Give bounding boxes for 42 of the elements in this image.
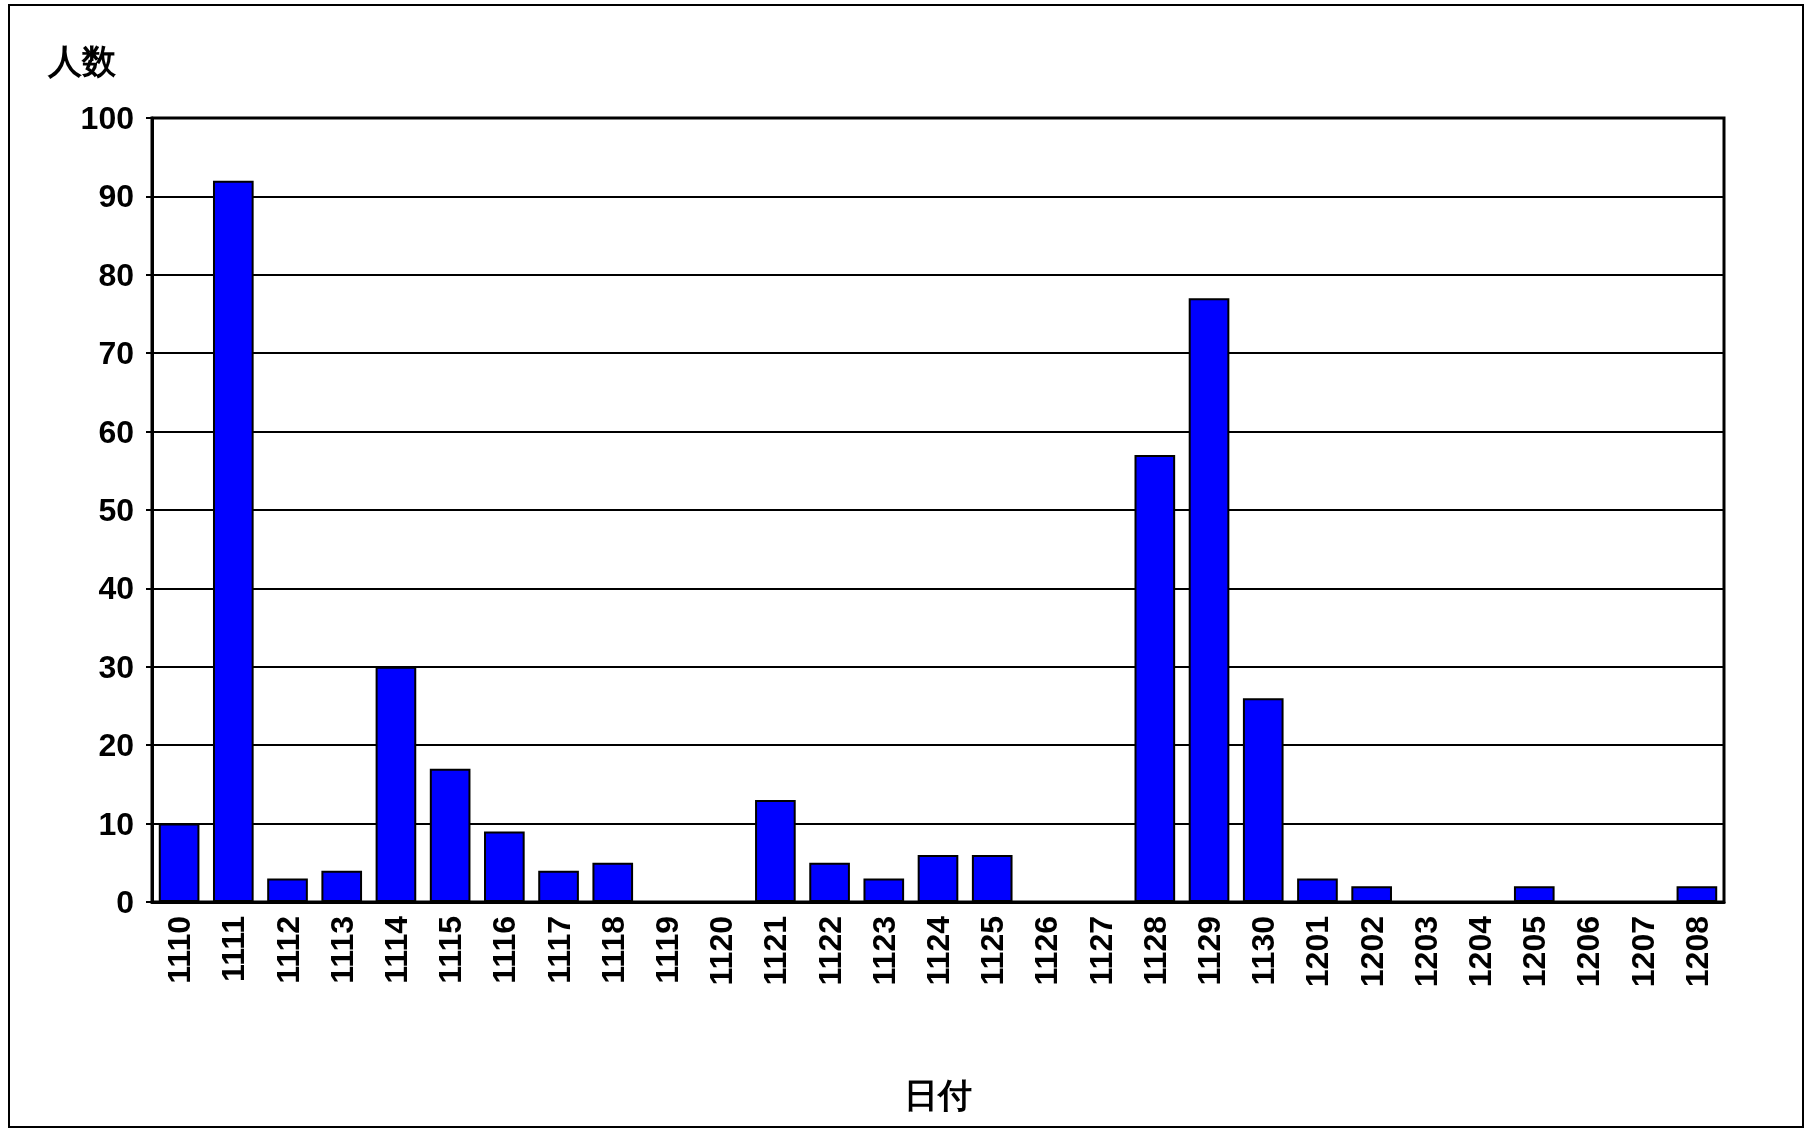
x-tick-label: 1207 [1624,916,1661,988]
x-tick-label: 1202 [1353,916,1390,988]
y-tick-label: 0 [116,884,134,920]
y-tick-label: 50 [98,492,134,528]
y-tick-label: 70 [98,335,134,372]
y-tick-label: 100 [80,100,134,136]
x-tick-label: 1205 [1516,916,1553,988]
x-tick-label: 1119 [648,916,685,984]
x-tick-label: 1112 [269,916,306,984]
x-tick-label: 1127 [1082,916,1119,986]
x-tick-label: 1110 [161,916,198,984]
x-tick-label: 1126 [1028,916,1065,986]
x-tick-label: 1117 [540,916,577,984]
x-tick-label: 1114 [377,915,414,984]
x-tick-label: 1122 [811,916,848,986]
x-tick-label: 1130 [1245,916,1282,986]
x-tick-label: 1208 [1678,916,1715,988]
x-tick-label: 1206 [1570,916,1607,988]
x-tick-label: 1203 [1407,916,1444,988]
x-tick-label: 1201 [1299,916,1336,988]
x-tick-label: 1129 [1191,916,1228,986]
x-tick-label: 1128 [1136,916,1173,986]
x-tick-label: 1121 [757,916,794,986]
x-tick-label: 1111 [215,916,252,982]
x-tick-label: 1118 [594,916,631,984]
y-tick-label: 90 [98,178,134,215]
x-tick-label: 1123 [865,916,902,986]
x-tick-label: 1116 [486,916,523,984]
y-tick-label: 80 [98,256,134,293]
x-axis-title: 日付 [904,1076,972,1114]
x-tick-label: 1120 [703,916,740,986]
y-tick-label: 20 [98,727,134,764]
x-tick-label: 1125 [974,916,1011,986]
y-tick-label: 40 [98,570,134,607]
x-tick-label: 1124 [920,915,956,986]
y-axis-title: 人数 [47,42,117,80]
y-tick-label: 60 [98,413,134,450]
x-tick-label: 1115 [432,916,469,984]
x-tick-label: 1113 [323,916,360,984]
x-tick-label: 1204 [1462,915,1499,988]
y-tick-label: 30 [98,648,134,685]
y-tick-label: 10 [98,805,134,842]
